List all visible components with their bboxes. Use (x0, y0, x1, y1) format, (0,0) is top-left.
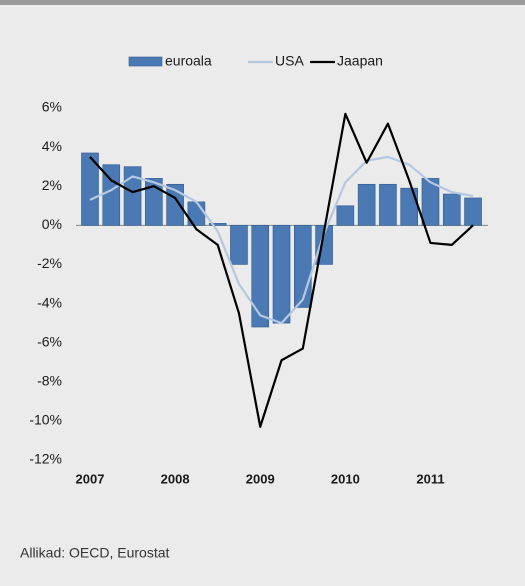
top-bar (0, 0, 525, 5)
bar (272, 225, 291, 324)
y-tick-label: 4% (42, 138, 62, 154)
x-tick-label: 2011 (416, 471, 444, 486)
y-tick-label: 2% (42, 177, 62, 193)
legend-swatch (128, 56, 163, 67)
bar (123, 166, 142, 226)
legend-label: euroala (165, 53, 212, 69)
x-tick-label: 2008 (161, 471, 190, 486)
y-tick-label: -2% (37, 255, 62, 271)
bar (230, 225, 248, 265)
y-tick-label: -6% (37, 333, 62, 349)
x-tick-label: 2007 (76, 471, 105, 486)
bar (464, 197, 482, 226)
bar (357, 183, 376, 226)
y-tick-label: 6% (42, 99, 62, 115)
y-tick-label: -10% (29, 412, 62, 428)
bar (81, 152, 99, 226)
legend-label: USA (275, 53, 304, 69)
y-tick-label: -4% (37, 294, 62, 310)
bar (336, 205, 355, 226)
x-tick-label: 2010 (331, 471, 360, 486)
source-note: Allikad: OECD, Eurostat (20, 545, 169, 561)
y-tick-label: -8% (37, 372, 62, 388)
line (89, 155, 474, 325)
bar (293, 225, 312, 308)
bar (379, 183, 397, 226)
bar (145, 178, 163, 226)
bar (208, 223, 227, 226)
legend-label: Jaapan (337, 53, 383, 69)
x-tick-label: 2009 (246, 471, 275, 486)
y-tick-label: 0% (42, 216, 62, 232)
y-tick-label: -12% (29, 451, 62, 467)
bar (251, 225, 270, 328)
bar (442, 193, 461, 226)
bar (421, 178, 440, 226)
line (89, 112, 474, 428)
bar (400, 187, 419, 226)
